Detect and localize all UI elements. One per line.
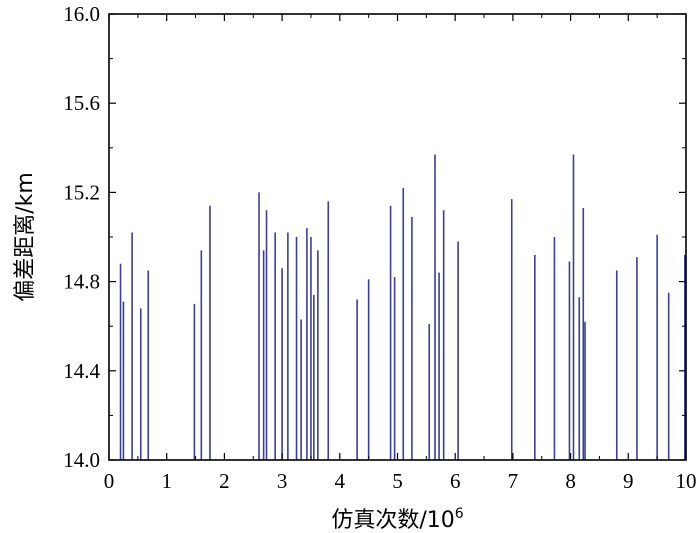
y-tick-label: 15.2 [63, 180, 100, 204]
x-tick-label: 10 [676, 469, 697, 493]
x-tick-label: 6 [450, 469, 461, 493]
bar-series [119, 154, 686, 460]
x-tick-labels: 0 1 2 3 4 5 6 7 8 9 10 [104, 469, 697, 493]
y-tick-label: 14.8 [63, 270, 100, 294]
x-axis-title-text: 仿真次数/10 [331, 508, 454, 533]
y-tick-labels: 14.0 14.4 14.8 15.2 15.6 16.0 [63, 2, 100, 472]
y-axis-title: 偏差距离/km [13, 172, 38, 302]
x-tick-label: 2 [219, 469, 230, 493]
x-tick-label: 0 [104, 469, 115, 493]
x-tick-label: 3 [277, 469, 288, 493]
x-tick-label: 5 [392, 469, 403, 493]
x-tick-label: 4 [335, 469, 346, 493]
x-tick-label: 7 [508, 469, 519, 493]
axis-ticks [108, 13, 687, 461]
y-tick-label: 14.4 [63, 359, 100, 383]
x-axis-title-exponent: 6 [455, 506, 464, 522]
y-tick-label: 16.0 [63, 2, 100, 26]
x-tick-label: 9 [623, 469, 634, 493]
y-tick-label: 14.0 [63, 448, 100, 472]
plot-frame [108, 13, 687, 461]
x-axis-title: 仿真次数/106 [331, 506, 463, 533]
x-tick-label: 8 [565, 469, 576, 493]
x-tick-label: 1 [161, 469, 172, 493]
y-tick-label: 15.6 [63, 91, 100, 115]
